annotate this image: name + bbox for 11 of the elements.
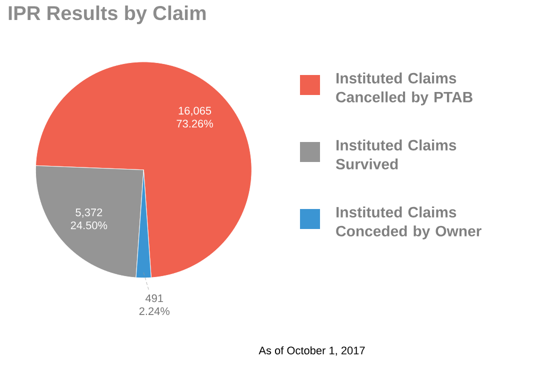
chart-title: IPR Results by Claim (8, 6, 206, 24)
legend-label: Instituted Claims Survived (336, 140, 456, 170)
data-label: 16,065 (178, 106, 212, 116)
text: 2.24% (139, 307, 170, 316)
text: 73.26% (176, 120, 213, 128)
text: 24.50% (70, 221, 108, 230)
data-label: 5,372 (76, 208, 102, 218)
text: As of October 1, 2017 (258, 346, 365, 356)
legend-label: Instituted Claims Conceded by Owner (336, 206, 482, 240)
data-label: 491 (145, 294, 163, 302)
legend-label: Instituted Claims Cancelled by PTAB (336, 72, 472, 106)
